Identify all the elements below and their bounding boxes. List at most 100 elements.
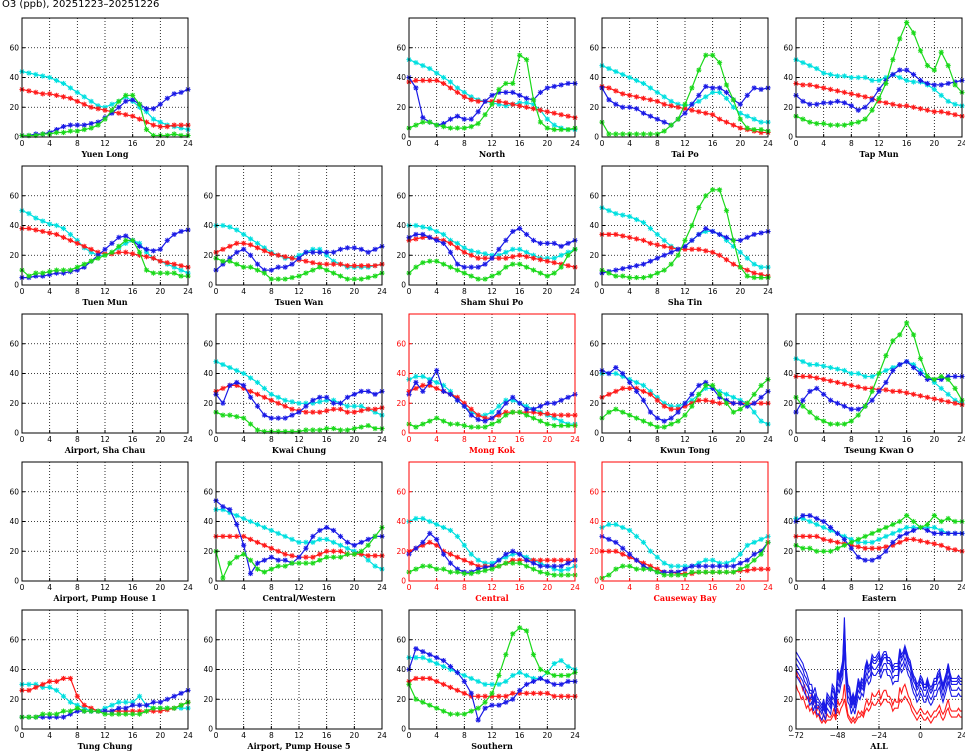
data-point-cyan: [565, 249, 571, 255]
data-point-green: [420, 563, 426, 569]
x-tick-label: 8: [75, 139, 80, 148]
data-point-red: [904, 536, 910, 542]
station-label-central: Central: [475, 593, 508, 603]
data-point-red: [60, 94, 67, 100]
data-point-red: [254, 539, 261, 545]
data-point-blue: [744, 92, 750, 98]
data-point-green: [447, 264, 454, 270]
data-point-red: [475, 412, 481, 418]
data-point-green: [296, 560, 302, 566]
data-point-red: [317, 551, 323, 557]
x-tick-label: 12: [680, 139, 690, 148]
x-tick-label: 24: [570, 731, 580, 740]
data-point-green: [510, 80, 516, 87]
data-point-green: [530, 97, 537, 103]
data-point-blue: [544, 678, 550, 684]
data-point-green: [289, 274, 295, 281]
data-point-cyan: [744, 113, 750, 119]
data-point-green: [358, 548, 364, 554]
y-tick-label: 20: [9, 103, 19, 112]
data-point-green: [869, 107, 875, 113]
data-point-blue: [537, 89, 544, 95]
x-tick-label: 4: [47, 139, 52, 148]
data-point-green: [517, 409, 523, 415]
data-point-blue: [627, 379, 633, 386]
x-tick-label: 8: [462, 139, 467, 148]
data-point-blue: [883, 548, 889, 554]
data-point-red: [372, 553, 378, 559]
data-point-blue: [821, 391, 827, 397]
data-point-blue: [413, 545, 419, 551]
x-tick-label: 16: [902, 583, 912, 592]
data-point-green: [869, 388, 875, 394]
x-tick-label: 20: [930, 139, 940, 148]
data-point-blue: [116, 104, 122, 110]
data-point-red: [523, 104, 530, 110]
data-point-red: [434, 77, 440, 84]
data-point-green: [427, 119, 433, 125]
data-point-blue: [178, 228, 184, 235]
y-tick-label: 0: [14, 429, 19, 438]
data-point-red: [344, 409, 351, 415]
data-point-green: [310, 427, 316, 433]
x-tick-label: 20: [156, 139, 166, 148]
y-tick-label: 40: [783, 73, 793, 82]
data-point-cyan: [454, 240, 461, 246]
data-point-red: [434, 385, 440, 391]
x-tick-label: 4: [434, 731, 439, 740]
data-point-red: [510, 254, 516, 260]
data-point-blue: [296, 554, 302, 560]
x-tick-label: 4: [47, 435, 52, 444]
station-label-southern: Southern: [471, 741, 513, 751]
data-point-cyan: [171, 264, 177, 270]
data-point-red: [876, 545, 882, 551]
data-point-cyan: [862, 539, 868, 545]
data-point-blue: [758, 230, 764, 236]
data-point-blue: [530, 237, 537, 243]
data-point-green: [60, 267, 67, 273]
data-point-green: [703, 52, 709, 58]
y-tick-label: 60: [9, 487, 19, 496]
data-point-cyan: [489, 252, 495, 258]
data-point-green: [317, 427, 323, 433]
data-point-red: [517, 252, 523, 258]
data-point-red: [544, 690, 550, 696]
data-point-green: [537, 418, 544, 424]
data-point-cyan: [178, 267, 184, 273]
data-point-cyan: [434, 70, 440, 76]
data-point-cyan: [337, 542, 344, 548]
data-point-green: [303, 427, 309, 433]
data-point-cyan: [447, 388, 454, 394]
data-point-cyan: [558, 657, 564, 664]
x-tick-label: 16: [322, 435, 332, 444]
data-point-green: [109, 249, 115, 255]
data-point-blue: [413, 646, 419, 652]
y-tick-label: 20: [783, 399, 793, 408]
data-point-blue: [952, 373, 958, 380]
data-point-red: [627, 234, 633, 240]
data-point-blue: [606, 370, 612, 377]
data-point-blue: [613, 364, 619, 371]
data-point-green: [917, 356, 924, 362]
data-point-red: [510, 101, 516, 107]
data-point-blue: [136, 702, 143, 708]
data-point-green: [489, 566, 495, 572]
data-point-blue: [654, 255, 660, 261]
data-point-blue: [116, 705, 122, 711]
data-point-blue: [675, 246, 681, 252]
data-point-green: [344, 276, 351, 282]
data-point-green: [606, 572, 612, 578]
data-point-green: [737, 406, 743, 412]
data-point-red: [675, 104, 681, 110]
data-point-green: [640, 418, 647, 424]
data-point-red: [834, 379, 841, 386]
data-point-cyan: [682, 563, 688, 569]
y-tick-label: 20: [203, 547, 213, 556]
data-point-red: [703, 110, 709, 116]
y-tick-label: 60: [203, 635, 213, 644]
data-point-red: [827, 378, 834, 384]
data-point-blue: [945, 373, 951, 380]
x-tick-label: 4: [434, 583, 439, 592]
